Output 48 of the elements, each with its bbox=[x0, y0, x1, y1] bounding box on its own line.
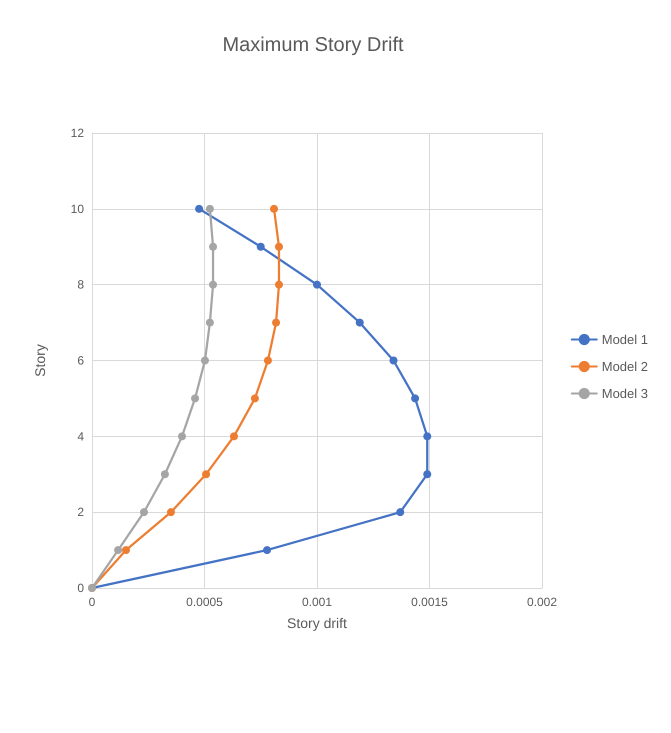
y-axis-title: Story bbox=[32, 344, 48, 377]
point bbox=[140, 508, 148, 516]
x-tick-label: 0.0005 bbox=[186, 595, 224, 609]
point bbox=[178, 432, 186, 440]
point bbox=[202, 470, 210, 478]
point bbox=[423, 432, 432, 440]
point bbox=[200, 356, 209, 364]
point bbox=[250, 394, 259, 402]
point bbox=[272, 318, 280, 327]
point bbox=[195, 204, 204, 213]
point bbox=[114, 546, 122, 554]
x-tick-label: 0 bbox=[88, 595, 96, 609]
y-tick-label: 12 bbox=[70, 126, 84, 140]
point bbox=[160, 470, 169, 478]
legend-label: Model 1 bbox=[602, 332, 648, 347]
point bbox=[209, 280, 218, 289]
point bbox=[191, 394, 200, 402]
point bbox=[270, 204, 278, 213]
point bbox=[274, 242, 283, 251]
legend-label: Model 3 bbox=[602, 386, 648, 401]
point bbox=[209, 242, 218, 251]
chart-title: Maximum Story Drift bbox=[222, 34, 404, 56]
x-axis-title: Story drift bbox=[287, 615, 348, 631]
point bbox=[390, 356, 398, 364]
y-tick-label: 8 bbox=[77, 278, 84, 292]
y-tick-label: 2 bbox=[77, 505, 84, 520]
x-tick-label: 0.001 bbox=[302, 595, 332, 609]
point bbox=[396, 508, 404, 516]
point bbox=[313, 280, 321, 289]
point bbox=[122, 546, 130, 554]
x-tick-label: 0.0015 bbox=[411, 595, 448, 609]
point bbox=[166, 508, 175, 516]
point bbox=[206, 204, 214, 213]
point bbox=[411, 394, 420, 402]
point bbox=[263, 546, 272, 554]
point bbox=[274, 280, 283, 289]
y-tick-label: 10 bbox=[70, 202, 84, 216]
x-tick-label: 0.002 bbox=[526, 595, 558, 609]
legend-label: Model 2 bbox=[602, 359, 648, 374]
point bbox=[356, 318, 364, 327]
point bbox=[264, 356, 272, 364]
point bbox=[206, 318, 214, 327]
y-tick-label: 4 bbox=[77, 429, 84, 444]
point bbox=[230, 432, 238, 440]
y-tick-label: 6 bbox=[77, 354, 84, 368]
point bbox=[423, 470, 432, 478]
point bbox=[256, 242, 265, 251]
y-tick-label: 0 bbox=[77, 581, 84, 595]
